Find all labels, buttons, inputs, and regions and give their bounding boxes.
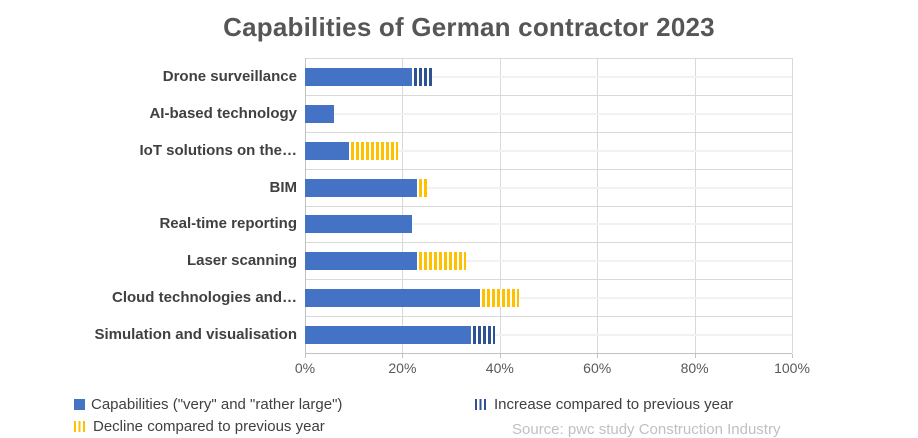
remainder-line xyxy=(334,112,792,115)
bar-segment-decline xyxy=(480,289,520,308)
source-note: Source: pwc study Construction Industry xyxy=(512,421,781,438)
bar-segment-capabilities xyxy=(305,289,481,308)
bar-row xyxy=(305,279,792,316)
vertical-gridline xyxy=(694,58,696,353)
remainder-line xyxy=(397,149,792,152)
axis-tick-mark xyxy=(792,354,793,358)
bar-segment-capabilities xyxy=(305,104,335,123)
x-axis-tick-label: 20% xyxy=(388,360,417,376)
vertical-gridline xyxy=(305,58,306,353)
bar-row xyxy=(305,58,792,95)
bar-segment-decline xyxy=(348,141,398,160)
plot-area xyxy=(305,58,793,358)
axis-tick-mark xyxy=(402,354,404,358)
bar-segment-capabilities xyxy=(305,178,417,197)
legend-label: Capabilities ("very" and "rather large") xyxy=(91,396,343,413)
bar-segment-increase xyxy=(470,326,495,345)
axis-tick-mark xyxy=(499,354,501,358)
category-axis-labels: Drone surveillance AI-based technology IoT… xyxy=(0,58,297,353)
bar-segment-capabilities xyxy=(305,215,413,234)
chart-title: Capabilities of German contractor 2023 xyxy=(223,12,715,42)
bar-rows xyxy=(305,58,792,353)
category-label: BIM xyxy=(269,178,298,196)
bar-segment-decline xyxy=(417,252,466,271)
x-axis-tick-label: 60% xyxy=(583,360,612,376)
category-label: Cloud technologies and… xyxy=(111,289,297,307)
bar-row xyxy=(305,168,792,206)
bar-segment-capabilities xyxy=(305,67,413,86)
x-axis-labels: 0% 20% 40% 60% 80% 100% xyxy=(295,360,810,378)
axis-tick-mark xyxy=(597,354,599,358)
category-label: Drone surveillance xyxy=(162,67,297,85)
category-label: Real-time reporting xyxy=(159,215,297,233)
category-label: Simulation and visualisation xyxy=(94,326,297,344)
legend-swatch-stripeb xyxy=(475,399,488,410)
legend-swatch-solid xyxy=(74,399,85,410)
legend-swatch-stripey xyxy=(74,421,87,432)
x-axis-tick-label: 100% xyxy=(774,360,810,376)
remainder-line xyxy=(465,260,792,263)
legend-label: Decline compared to previous year xyxy=(93,418,325,435)
bar-segment-capabilities xyxy=(305,252,417,271)
bar-segment-increase xyxy=(412,67,432,86)
remainder-line xyxy=(519,297,792,300)
bar-segment-capabilities xyxy=(305,141,349,160)
x-axis-tick-label: 80% xyxy=(680,360,709,376)
category-label: Laser scanning xyxy=(186,252,297,270)
category-label: AI-based technology xyxy=(149,104,297,122)
x-axis-tick-label: 0% xyxy=(294,360,316,376)
bar-row xyxy=(305,242,792,279)
bar-row xyxy=(305,94,792,132)
legend-item: Increase compared to previous year xyxy=(475,396,733,413)
vertical-gridline xyxy=(402,58,404,353)
remainder-line xyxy=(412,223,792,226)
vertical-gridline xyxy=(499,58,501,353)
bar-segment-decline xyxy=(417,178,427,197)
legend-item: Capabilities ("very" and "rather large") xyxy=(74,396,342,413)
category-label: IoT solutions on the… xyxy=(139,141,298,159)
x-axis-tick-label: 40% xyxy=(485,360,514,376)
axis-tick-mark xyxy=(694,354,696,358)
legend-item: Decline compared to previous year xyxy=(74,418,325,435)
vertical-gridline xyxy=(792,58,793,353)
remainder-line xyxy=(431,75,792,78)
axis-tick-mark xyxy=(305,354,306,358)
bar-segment-capabilities xyxy=(305,326,471,345)
legend-label: Increase compared to previous year xyxy=(494,396,734,413)
bar-row xyxy=(305,316,792,353)
remainder-line xyxy=(426,186,792,189)
bar-row xyxy=(305,131,792,169)
vertical-gridline xyxy=(597,58,599,353)
bar-row xyxy=(305,205,792,243)
remainder-line xyxy=(494,334,792,337)
